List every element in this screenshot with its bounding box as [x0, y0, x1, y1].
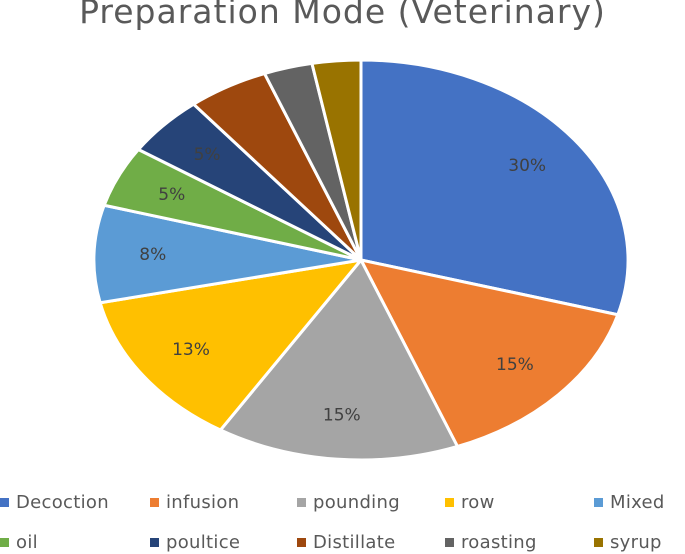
legend-swatch: [150, 497, 159, 507]
pie-slice-pounding: [218, 258, 459, 462]
legend-label: oil: [16, 531, 38, 553]
data-label-decoction: 30%: [508, 156, 546, 176]
legend-item-oil: oil: [0, 530, 38, 554]
legend-swatch: [594, 537, 603, 547]
legend-item-syrup: syrup: [594, 530, 662, 554]
legend-label: row: [461, 491, 495, 513]
pie-slice-syrup: [310, 58, 363, 262]
legend-swatch: [445, 537, 454, 547]
legend-swatch: [297, 497, 306, 507]
legend-swatch: [594, 497, 603, 507]
legend-label: Mixed: [610, 491, 665, 513]
legend-item-poultice: poultice: [150, 530, 240, 554]
chart-title: Preparation Mode (Veterinary): [79, 0, 606, 31]
legend-label: Decoction: [16, 491, 109, 513]
legend-row: Decoction infusion pounding row Mixed: [0, 490, 685, 514]
pie-slice-row: [98, 258, 363, 432]
legend-item-mixed: Mixed: [594, 490, 665, 514]
legend-row: oil poultice Distillate roasting syrup: [0, 530, 685, 554]
data-label-pounding: 15%: [323, 405, 361, 425]
legend-item-pounding: pounding: [297, 490, 400, 514]
legend-swatch: [297, 537, 306, 547]
data-label-oil: 5%: [158, 185, 185, 205]
legend-label: pounding: [313, 491, 400, 513]
legend-swatch: [150, 537, 159, 547]
data-label-poultice: 5%: [194, 145, 221, 165]
legend-label: roasting: [461, 531, 537, 553]
legend-item-roasting: roasting: [445, 530, 537, 554]
legend-swatch: [0, 497, 9, 507]
data-label-row: 13%: [172, 340, 210, 360]
legend-swatch: [0, 537, 9, 547]
legend-item-distillate: Distillate: [297, 530, 395, 554]
legend-label: Distillate: [313, 531, 396, 553]
legend-item-infusion: infusion: [150, 490, 239, 514]
data-label-infusion: 15%: [496, 355, 534, 375]
legend-label: infusion: [166, 491, 240, 513]
legend-item-decoction: Decoction: [0, 490, 109, 514]
legend-label: syrup: [610, 531, 662, 553]
data-label-mixed: 8%: [139, 245, 166, 265]
legend-swatch: [445, 497, 454, 507]
legend-item-row: row: [445, 490, 495, 514]
legend-label: poultice: [166, 531, 241, 553]
pie-plot-area: 30% 15% 15% 13% 8% 5% 5%: [92, 58, 630, 462]
pie-slice-mixed: [92, 203, 363, 305]
pie-slice-decoction: [359, 58, 630, 317]
pie-slice-infusion: [359, 258, 620, 448]
